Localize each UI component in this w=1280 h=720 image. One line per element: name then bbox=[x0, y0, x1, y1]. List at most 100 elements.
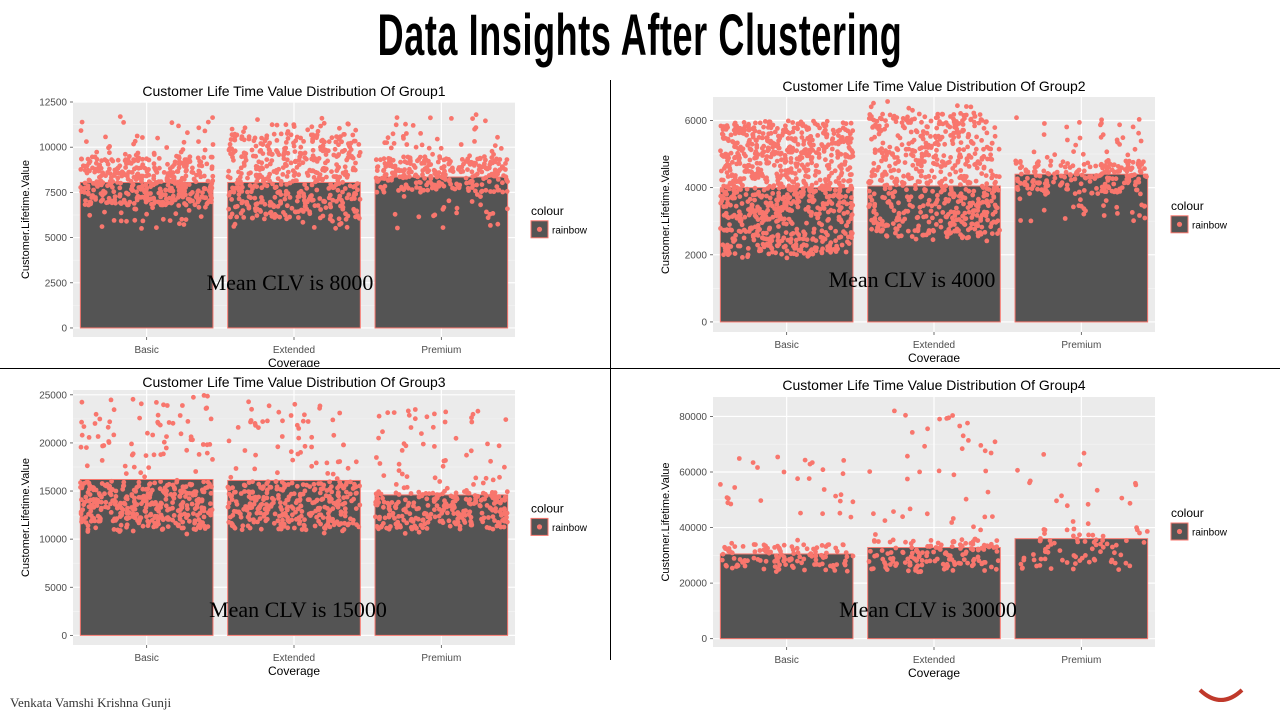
data-point bbox=[954, 126, 960, 132]
data-point bbox=[441, 164, 447, 169]
data-point bbox=[310, 500, 316, 506]
data-point bbox=[346, 141, 351, 147]
data-point bbox=[401, 136, 406, 141]
data-point bbox=[391, 410, 397, 415]
data-point bbox=[473, 125, 479, 130]
data-point bbox=[970, 192, 976, 198]
data-point bbox=[1109, 557, 1115, 563]
data-point bbox=[950, 218, 956, 224]
data-point bbox=[331, 152, 337, 158]
data-point bbox=[1048, 566, 1054, 571]
data-point bbox=[819, 543, 825, 548]
data-point bbox=[884, 153, 889, 158]
data-point bbox=[245, 189, 250, 195]
data-point bbox=[476, 167, 482, 173]
data-point bbox=[436, 180, 442, 185]
data-point bbox=[139, 501, 144, 507]
data-point bbox=[742, 558, 748, 563]
data-point bbox=[1021, 557, 1027, 563]
data-point bbox=[989, 157, 995, 162]
data-point bbox=[747, 196, 753, 202]
data-point bbox=[954, 205, 959, 211]
data-point bbox=[323, 152, 329, 157]
data-point bbox=[824, 550, 829, 556]
data-point bbox=[314, 514, 319, 520]
data-point bbox=[907, 562, 913, 568]
data-point bbox=[768, 130, 774, 136]
data-point bbox=[983, 173, 989, 178]
data-point bbox=[790, 149, 795, 154]
data-point bbox=[278, 500, 283, 506]
data-point bbox=[334, 519, 340, 525]
data-point bbox=[909, 545, 915, 551]
data-point bbox=[799, 135, 805, 140]
data-point bbox=[974, 165, 980, 171]
data-point bbox=[404, 484, 410, 490]
data-point bbox=[753, 137, 759, 143]
data-point bbox=[303, 527, 309, 533]
data-point bbox=[912, 182, 918, 188]
data-point bbox=[916, 161, 922, 167]
data-point bbox=[401, 187, 407, 193]
data-point bbox=[949, 520, 955, 525]
data-point bbox=[189, 169, 195, 175]
data-point bbox=[1064, 503, 1070, 509]
data-point bbox=[923, 232, 929, 238]
data-point bbox=[201, 155, 207, 160]
data-point bbox=[328, 184, 334, 190]
data-point bbox=[820, 467, 826, 473]
data-point bbox=[148, 512, 154, 518]
data-point bbox=[103, 134, 108, 140]
data-point bbox=[1115, 139, 1120, 145]
data-point bbox=[350, 517, 356, 523]
data-point bbox=[923, 140, 929, 146]
data-point bbox=[170, 420, 176, 426]
data-point bbox=[746, 121, 751, 127]
data-point bbox=[453, 435, 459, 441]
data-point bbox=[935, 193, 940, 198]
corner-ornament-icon bbox=[1198, 688, 1244, 702]
data-point bbox=[775, 454, 781, 460]
data-point bbox=[726, 162, 732, 168]
data-point bbox=[396, 499, 401, 505]
data-point bbox=[778, 215, 783, 220]
data-point bbox=[731, 127, 737, 133]
data-point bbox=[448, 493, 454, 499]
data-point bbox=[111, 527, 117, 532]
data-point bbox=[409, 516, 414, 522]
data-point bbox=[813, 553, 819, 559]
data-point bbox=[922, 144, 928, 150]
data-point bbox=[413, 172, 419, 178]
data-point bbox=[288, 449, 294, 455]
data-point bbox=[747, 146, 753, 152]
data-point bbox=[85, 185, 91, 191]
data-point bbox=[1060, 159, 1066, 165]
data-point bbox=[226, 168, 232, 174]
data-point bbox=[134, 511, 140, 517]
data-point bbox=[161, 402, 166, 408]
data-point bbox=[1031, 552, 1036, 557]
data-point bbox=[842, 561, 847, 566]
data-point bbox=[482, 491, 488, 497]
data-point bbox=[1067, 172, 1073, 177]
data-point bbox=[971, 110, 977, 116]
data-point bbox=[750, 134, 756, 140]
data-point bbox=[850, 499, 856, 505]
data-point bbox=[289, 480, 295, 486]
data-point bbox=[446, 198, 452, 204]
data-point bbox=[965, 134, 971, 140]
data-point bbox=[453, 494, 458, 500]
data-point bbox=[815, 215, 821, 220]
data-point bbox=[79, 156, 84, 162]
data-point bbox=[432, 171, 438, 177]
data-point bbox=[495, 187, 501, 193]
data-point bbox=[400, 174, 405, 179]
data-point bbox=[118, 201, 124, 206]
data-point bbox=[323, 205, 329, 210]
data-point bbox=[760, 131, 766, 136]
data-point bbox=[985, 201, 991, 207]
data-point bbox=[327, 479, 332, 485]
data-point bbox=[1085, 521, 1091, 527]
data-point bbox=[504, 489, 510, 495]
data-point bbox=[413, 180, 419, 186]
